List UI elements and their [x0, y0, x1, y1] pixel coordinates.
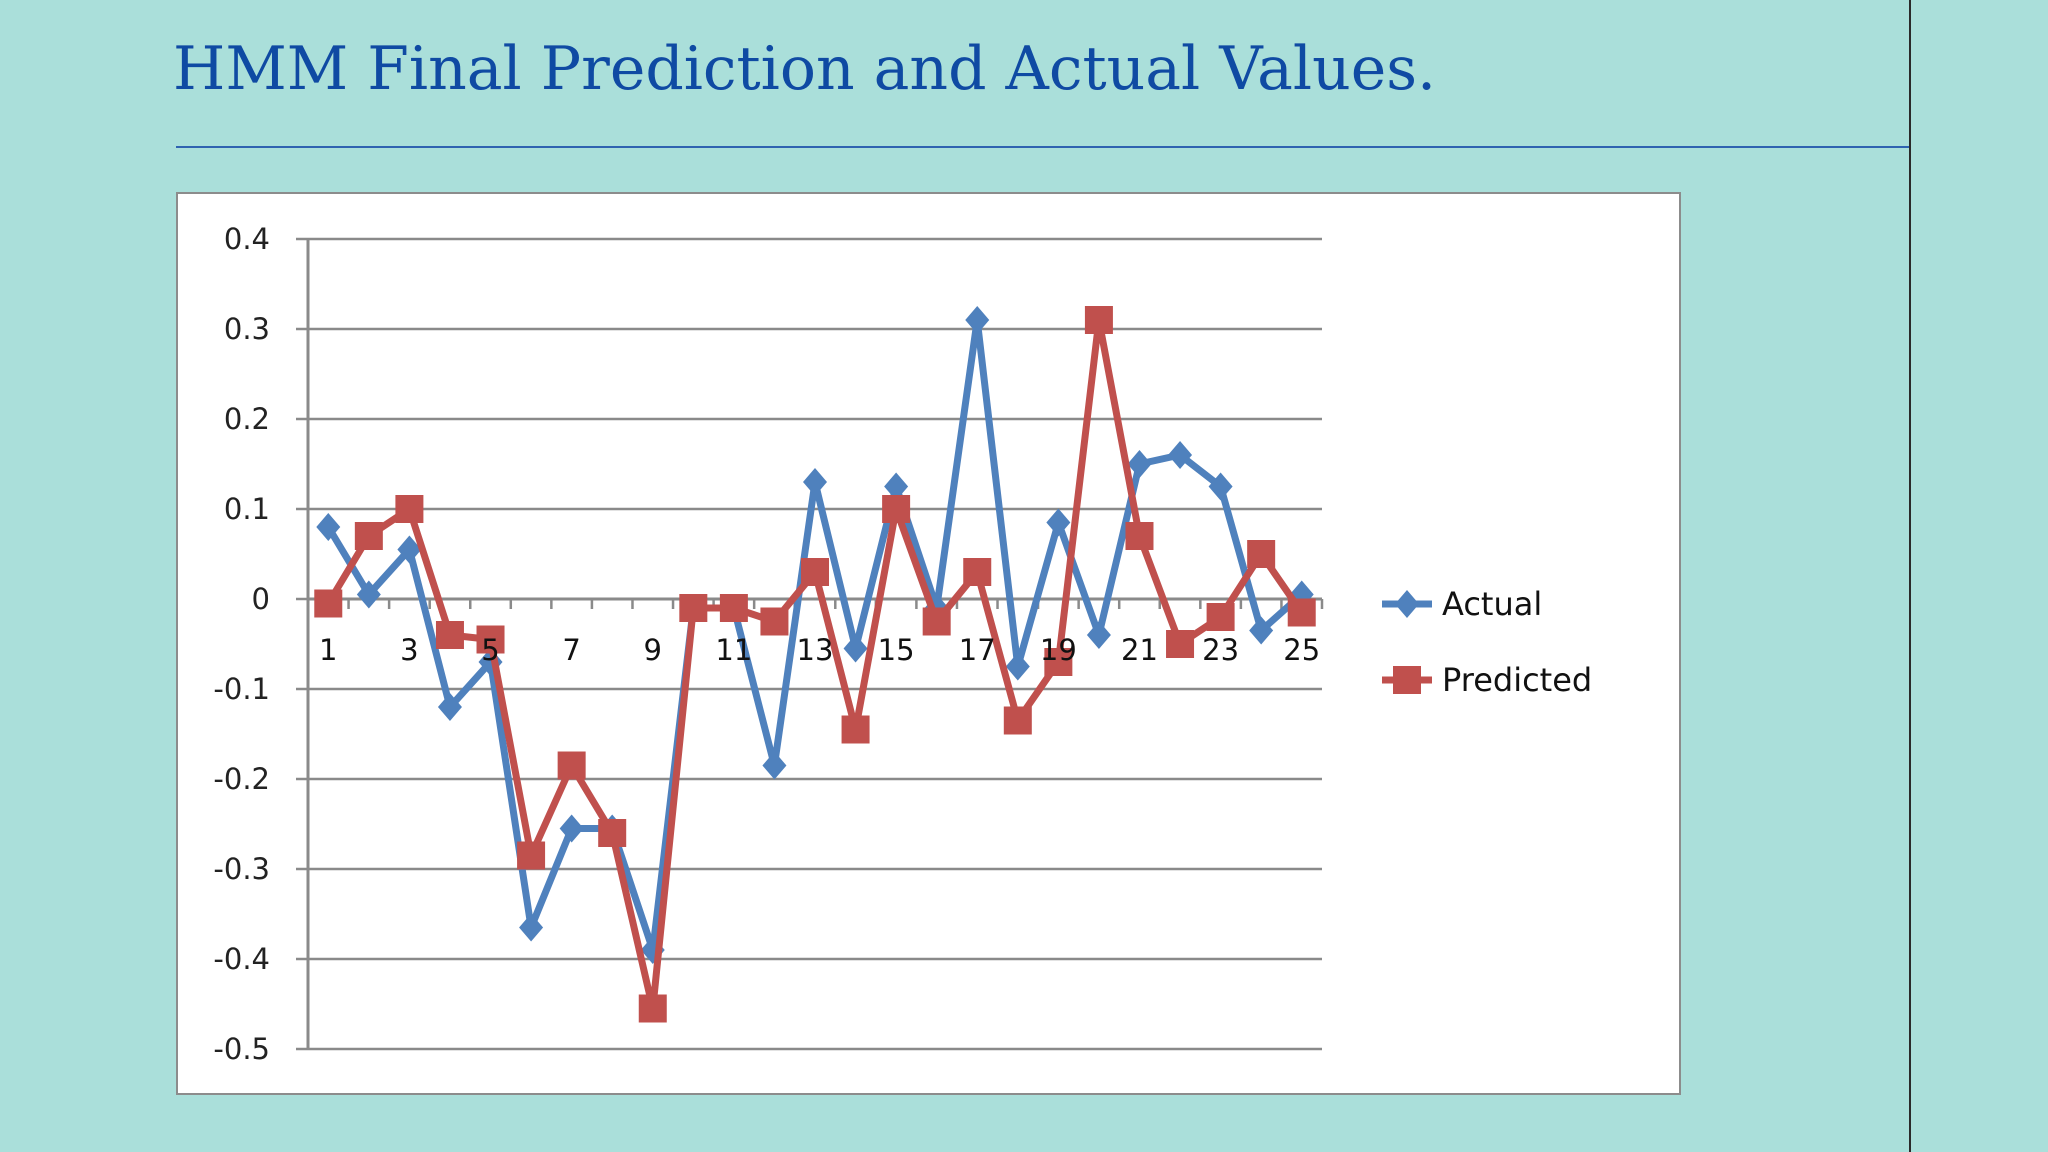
y-tick-label: -0.4	[213, 942, 270, 976]
data-point-actual	[965, 306, 990, 334]
x-tick-label: 9	[644, 633, 662, 667]
data-point-actual	[519, 913, 544, 942]
legend-label-actual: Actual	[1442, 585, 1542, 623]
data-point-actual	[437, 693, 462, 721]
data-point-predicted	[476, 625, 505, 654]
data-point-predicted	[517, 841, 546, 870]
data-point-predicted	[1084, 306, 1113, 334]
data-point-predicted	[1125, 522, 1154, 550]
data-point-actual	[559, 814, 584, 843]
legend-label-predicted: Predicted	[1442, 661, 1592, 699]
data-point-predicted	[557, 751, 586, 780]
y-tick-label: 0	[252, 582, 270, 616]
series-layer	[314, 306, 1316, 1023]
data-point-predicted	[1247, 540, 1276, 568]
data-point-predicted	[1287, 598, 1316, 627]
y-tick-label: 0.3	[224, 312, 270, 346]
data-point-actual	[1086, 621, 1111, 649]
x-tick-label: 19	[1040, 633, 1077, 667]
data-point-actual	[1005, 652, 1030, 681]
y-tick-label: -0.3	[213, 852, 270, 886]
x-tick-label: 23	[1202, 633, 1239, 667]
y-tick-label: -0.5	[213, 1032, 270, 1066]
data-point-actual	[1168, 441, 1193, 469]
x-tick-label: 5	[481, 633, 499, 667]
data-point-actual	[1127, 450, 1152, 478]
data-point-predicted	[922, 607, 951, 636]
y-tick-label: -0.1	[213, 672, 270, 706]
data-point-actual	[762, 751, 787, 780]
data-point-predicted	[1003, 706, 1032, 735]
data-point-predicted	[435, 621, 464, 649]
data-point-actual	[803, 468, 827, 496]
legend-marker-predicted	[1393, 666, 1421, 694]
data-point-actual	[1046, 508, 1071, 537]
right-divider	[1909, 0, 1911, 1152]
data-point-predicted	[719, 594, 748, 622]
data-point-actual	[316, 513, 341, 541]
data-point-actual	[843, 634, 868, 663]
data-point-predicted	[1206, 603, 1235, 631]
legend: Actual Predicted	[1382, 585, 1592, 699]
x-tick-label: 1	[319, 633, 337, 667]
slide-title: HMM Final Prediction and Actual Values.	[173, 34, 1437, 104]
data-point-actual	[397, 535, 422, 564]
data-point-predicted	[679, 594, 708, 622]
x-tick-label: 25	[1283, 633, 1320, 667]
y-tick-label: 0.2	[224, 402, 270, 436]
data-point-actual	[356, 580, 381, 609]
x-tick-label: 3	[400, 633, 418, 667]
data-point-actual	[1208, 472, 1233, 501]
data-point-predicted	[760, 607, 789, 636]
y-tick-label: 0.1	[224, 492, 270, 526]
y-tick-label: 0.4	[224, 222, 270, 256]
y-tick-label: -0.2	[213, 762, 270, 796]
data-point-actual	[884, 472, 909, 501]
data-point-predicted	[1166, 630, 1195, 658]
x-tick-label: 17	[959, 633, 996, 667]
data-point-predicted	[354, 522, 383, 550]
data-point-predicted	[882, 495, 911, 523]
x-tick-label: 7	[562, 633, 580, 667]
data-point-predicted	[1044, 648, 1073, 676]
data-point-predicted	[395, 495, 424, 523]
data-point-predicted	[963, 558, 992, 586]
title-divider	[176, 146, 1910, 148]
chart-frame: 0.4 0.3 0.2 0.1 0 -0.1 -0.2 -0.3 -0.4 -0.5 1 3 5 7 9 11…	[176, 192, 1681, 1095]
data-point-predicted	[314, 589, 343, 618]
legend-marker-actual	[1395, 590, 1419, 618]
label-layer: 0.40.30.20.10-0.1-0.2-0.3-0.4-0.51 3 5 7 9 11…	[213, 222, 1320, 1066]
line-chart: 0.40.30.20.10-0.1-0.2-0.3-0.4-0.51 3 5 7 9 11…	[213, 222, 1592, 1066]
x-tick-label: 11	[715, 633, 752, 667]
data-point-predicted	[598, 819, 627, 847]
data-point-actual	[1249, 616, 1274, 645]
x-tick-label: 13	[797, 633, 834, 667]
x-tick-label: 21	[1121, 633, 1158, 667]
data-point-predicted	[841, 715, 870, 744]
x-tick-label: 15	[878, 633, 915, 667]
data-point-predicted	[638, 994, 667, 1023]
data-point-predicted	[801, 558, 829, 586]
